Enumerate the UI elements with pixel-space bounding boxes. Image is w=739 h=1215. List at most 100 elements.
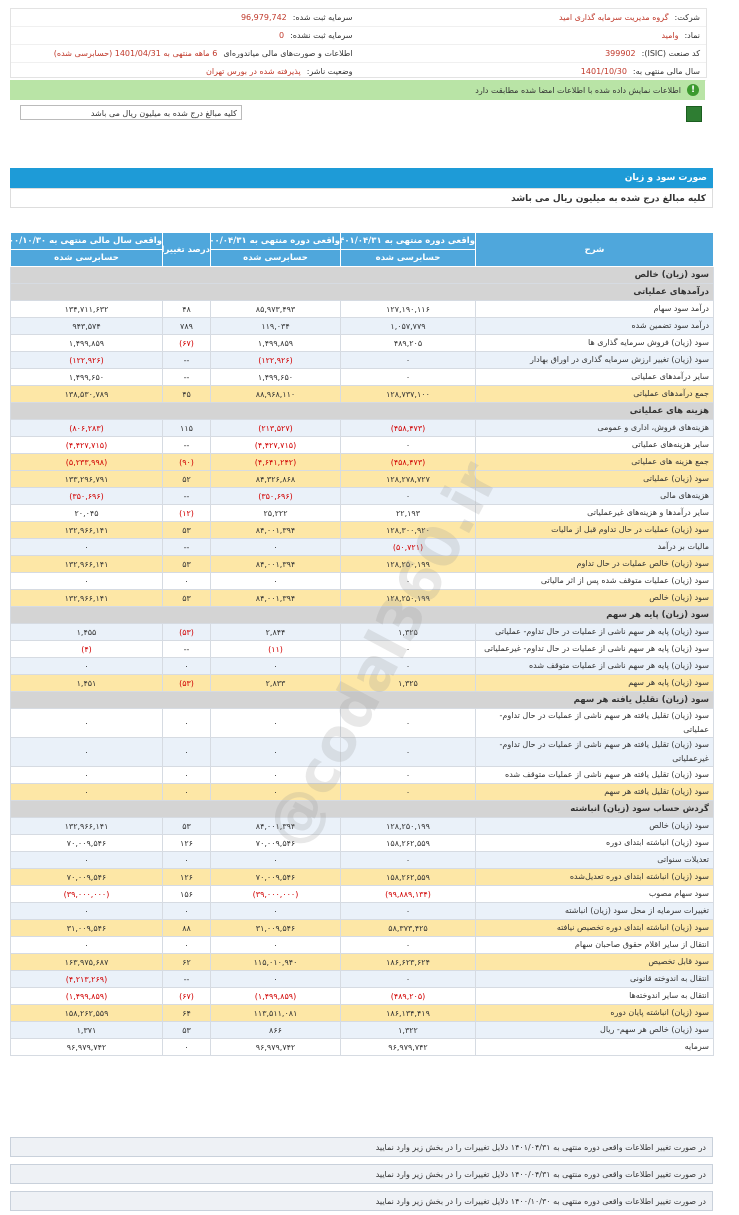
info-cell: اطلاعات و صورت‌های مالی میاندوره‌ای 6 ماه… (11, 49, 359, 58)
row-label: سود (زیان) خالص (10, 266, 714, 284)
value-cell: ۰ (210, 657, 341, 675)
row-label: سود (زیان) عملیات در حال تداوم قبل از ما… (475, 521, 714, 539)
data-row: تغییرات سرمایه از محل سود (زیان) انباشته… (10, 902, 714, 920)
row-label: سود (زیان) پایه هر سهم (475, 674, 714, 692)
value-cell: ۶۲ (162, 953, 211, 971)
row-label: سود (زیان) تقلیل یافته هر سهم ناشی از عم… (475, 737, 714, 767)
row-label: درآمد سود سهام (475, 300, 714, 318)
value-cell: ۰ (162, 1038, 211, 1056)
value-cell: ۱۲۶ (162, 868, 211, 886)
data-row: سرمایه ۹۶,۹۷۹,۷۴۲ ۹۶,۹۷۹,۷۴۲ ۰ ۹۶,۹۷۹,۷۴۲ (10, 1038, 714, 1056)
row-label: سود (زیان) تقلیل یافته هر سهم (475, 783, 714, 801)
value-cell: ۵۳ (162, 1021, 211, 1039)
value-cell: ۲,۸۴۴ (210, 623, 341, 641)
value-cell: ۳۱,۰۰۹,۵۴۶ (10, 919, 163, 937)
section-row: سود (زیان) تقلیل یافته هر سهم (10, 691, 714, 709)
data-row: سود (زیان) تقلیل یافته هر سهم ۰ ۰ ۰ ۰ (10, 783, 714, 801)
value-cell: ۱۲۸,۳۰۰,۹۲۰ (340, 521, 476, 539)
column-header: واقعی دوره منتهی به ۱۴۰۱/۰۴/۳۱ (340, 232, 476, 250)
value-cell: ۵۲ (162, 470, 211, 488)
statement-unit-note: کلیه مبالغ درج شده به میلیون ریال می باش… (10, 188, 713, 208)
row-label: تغییرات سرمایه از محل سود (زیان) انباشته (475, 902, 714, 920)
row-label: سود (زیان) فروش سرمایه گذاری ها (475, 334, 714, 352)
row-label: هزینه های عملیاتی (10, 402, 714, 420)
value-cell: (۴,۶۴۱,۲۴۲) (210, 453, 341, 471)
value-cell: (۴۵۸,۴۷۳) (340, 419, 476, 437)
value-cell: (۱۲) (162, 504, 211, 522)
value-cell: (۳۹,۰۰۰,۰۰۰) (10, 885, 163, 903)
value-cell: ۱۳۲,۹۶۶,۱۴۱ (10, 521, 163, 539)
data-row: سود (زیان) خالص ۱۲۸,۲۵۰,۱۹۹ ۸۴,۰۰۱,۳۹۴ ۵۳ ۱۳… (10, 589, 714, 607)
value-cell: ۰ (162, 851, 211, 869)
value-cell: ۱,۴۹۹,۸۵۹ (10, 334, 163, 352)
value-cell: -- (162, 538, 211, 556)
value-cell: (۱۲۲,۹۲۶) (210, 351, 341, 369)
value-cell: ۹۶,۹۷۹,۷۴۲ (340, 1038, 476, 1056)
value-cell: (۶۷) (162, 334, 211, 352)
unit-note: کلیه مبالغ درج شده به میلیون ریال می باش… (20, 105, 242, 120)
info-row: کد صنعت (ISIC): 399902 اطلاعات و صورت‌های … (11, 45, 706, 63)
value-cell: ۰ (10, 902, 163, 920)
row-label: سود (زیان) پایه هر سهم (10, 606, 714, 624)
section-row: سود (زیان) خالص (10, 266, 714, 284)
row-label: هزینه‌های مالی (475, 487, 714, 505)
column-subheader: حسابرسی شده (340, 249, 476, 267)
value-cell: ۸۸ (162, 919, 211, 937)
row-label: سود (زیان) خالص هر سهم- ریال (475, 1021, 714, 1039)
info-value: 6 ماهه منتهی به 1401/04/31 (حسابرسی شده) (53, 49, 218, 58)
data-row: انتقال از سایر اقلام حقوق صاحبان سهام ۰ ۰ ۰… (10, 936, 714, 954)
data-row: سود (زیان) انباشته پایان دوره ۱۸۶,۱۳۴,۴۱۹… (10, 1004, 714, 1022)
row-label: سود (زیان) پایه هر سهم ناشی از عملیات مت… (475, 657, 714, 675)
value-cell: ۱,۴۹۹,۶۵۰ (210, 368, 341, 386)
value-cell: (۴۸۹,۲۰۵) (340, 987, 476, 1005)
value-cell: ۰ (340, 657, 476, 675)
row-label: مالیات بر درآمد (475, 538, 714, 556)
section-row: درآمدهای عملیاتی (10, 283, 714, 301)
row-label: درآمدهای عملیاتی (10, 283, 714, 301)
value-cell: ۱۵۶ (162, 885, 211, 903)
row-label: هزینه‌های فروش، اداری و عمومی (475, 419, 714, 437)
value-cell: (۹۰) (162, 453, 211, 471)
info-cell: وضعیت ناشر: پذیرفته شده در بورس تهران (11, 67, 359, 76)
row-label: سود سهام مصوب (475, 885, 714, 903)
value-cell: (۴,۴۲۷,۷۱۵) (10, 436, 163, 454)
value-cell: (۱,۴۹۹,۸۵۹) (210, 987, 341, 1005)
value-cell: -- (162, 487, 211, 505)
change-note: در صورت تغییر اطلاعات واقعی دوره منتهی ب… (10, 1164, 713, 1184)
value-cell: ۵۸,۳۷۳,۴۲۵ (340, 919, 476, 937)
column-header: واقعی دوره منتهی به ۱۴۰۰/۰۴/۳۱ (210, 232, 341, 250)
notice-text: اطلاعات نمایش داده شده با اطلاعات امضا ش… (475, 85, 681, 95)
change-note: در صورت تغییر اطلاعات واقعی دوره منتهی ب… (10, 1137, 713, 1157)
value-cell: ۰ (340, 351, 476, 369)
value-cell: ۰ (10, 851, 163, 869)
value-cell: ۰ (162, 708, 211, 738)
column-header: درصد تغییرات (162, 232, 211, 267)
value-cell: ۰ (340, 766, 476, 784)
value-cell: ۰ (10, 708, 163, 738)
row-label: سایر درآمدها و هزینه‌های غیرعملیاتی (475, 504, 714, 522)
row-label: سود (زیان) انباشته ابتدای دوره (475, 834, 714, 852)
row-label: سود (زیان) انباشته ابتدای دوره تخصیص نیا… (475, 919, 714, 937)
value-cell: ۱۱۵ (162, 419, 211, 437)
value-cell: ۰ (340, 783, 476, 801)
value-cell: ۰ (10, 766, 163, 784)
value-cell: ۲,۸۳۳ (210, 674, 341, 692)
info-value: 1401/10/30 (580, 67, 627, 76)
export-button[interactable] (686, 106, 702, 122)
info-label: وضعیت ناشر: (306, 67, 353, 76)
value-cell: ۰ (162, 657, 211, 675)
data-row: مالیات بر درآمد (۵۰,۷۲۱) ۰ -- ۰ (10, 538, 714, 556)
row-label: سود (زیان) عملیات متوقف شده پس از اثر ما… (475, 572, 714, 590)
value-cell: (۳۹,۰۰۰,۰۰۰) (210, 885, 341, 903)
value-cell: ۱,۳۲۲ (340, 1021, 476, 1039)
value-cell: ۵۳ (162, 817, 211, 835)
info-row: سال مالی منتهی به: 1401/10/30 وضعیت ناشر: پ… (11, 63, 706, 81)
data-row: جمع هزینه های عملیاتی (۴۵۸,۴۷۳) (۴,۶۴۱,۲۴۲… (10, 453, 714, 471)
info-label: نماد: (684, 31, 700, 40)
row-label: سود (زیان) خالص (475, 817, 714, 835)
data-row: سود قابل تخصیص ۱۸۶,۶۲۳,۶۲۴ ۱۱۵,۰۱۰,۹۴۰ ۶۲ ۱۶… (10, 953, 714, 971)
value-cell: ۱,۴۹۹,۶۵۰ (10, 368, 163, 386)
value-cell: ۷۰,۰۰۹,۵۴۶ (10, 834, 163, 852)
info-cell: سرمایه ثبت نشده: 0 (11, 31, 359, 40)
value-cell: (۵۳) (162, 674, 211, 692)
